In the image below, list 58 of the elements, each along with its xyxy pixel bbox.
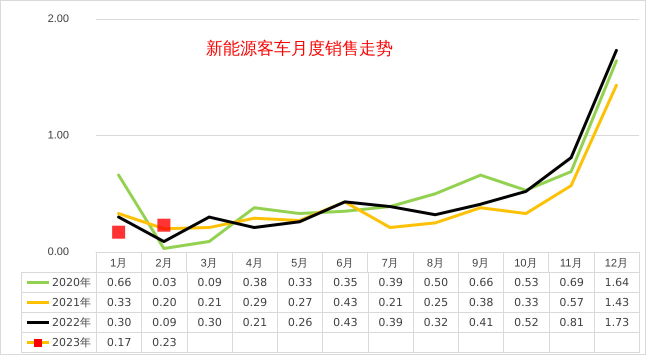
x-tick-label: 5月	[291, 258, 308, 270]
y-tick-label: 2.00	[48, 13, 69, 25]
legend-label: 2022年	[22, 312, 96, 332]
x-tick-label: 6月	[336, 258, 354, 270]
data-label: 0.20	[142, 292, 187, 312]
x-tick-label: 3月	[200, 258, 218, 270]
data-label: 0.27	[278, 292, 323, 312]
data-label: 0.41	[458, 312, 504, 332]
x-tick-label: 4月	[246, 258, 263, 270]
y-tick-label: 0.00	[48, 246, 69, 258]
legend-label: 2023年	[22, 332, 96, 352]
data-label: 0.53	[504, 272, 549, 292]
data-label: 0.26	[278, 312, 323, 332]
data-label: 0.21	[232, 312, 278, 332]
x-tick-label: 7月	[382, 258, 399, 270]
data-label: 0.33	[504, 292, 549, 312]
data-label: 0.39	[368, 312, 414, 332]
x-tick-label: 8月	[426, 258, 444, 270]
data-label: 0.35	[322, 272, 368, 292]
data-label: 1.64	[594, 272, 640, 292]
data-label: 0.30	[96, 312, 142, 332]
data-label: 0.66	[96, 272, 142, 292]
data-label: 0.33	[278, 272, 323, 292]
y-tick-label: 1.00	[48, 130, 69, 142]
data-label: 0.25	[413, 292, 458, 312]
data-label: 0.33	[96, 292, 142, 312]
data-label: 0.69	[549, 272, 594, 292]
legend-label: 2020年	[22, 272, 96, 292]
x-tick-label: 10月	[514, 258, 538, 270]
x-tick-label: 11月	[560, 258, 582, 270]
data-label: 0.17	[96, 332, 142, 352]
data-label: 0.30	[187, 312, 232, 332]
data-label: 0.38	[458, 292, 504, 312]
data-label: 0.38	[232, 272, 278, 292]
data-label: 0.03	[142, 272, 187, 292]
x-tick-label: 12月	[604, 258, 628, 270]
x-tick-label: 1月	[110, 258, 128, 270]
data-label: 0.32	[413, 312, 458, 332]
data-label: 0.39	[368, 272, 414, 292]
data-label: 0.43	[322, 312, 368, 332]
data-label: 0.52	[504, 312, 549, 332]
data-label: 1.73	[594, 312, 640, 332]
data-label: 0.50	[413, 272, 458, 292]
data-label: 0.23	[142, 332, 187, 352]
data-label: 0.09	[187, 272, 232, 292]
data-label: 0.43	[322, 292, 368, 312]
data-label: 0.29	[232, 292, 278, 312]
data-label: 0.21	[187, 292, 232, 312]
x-tick-label: 2月	[155, 258, 172, 270]
data-label: 0.21	[368, 292, 414, 312]
legend-label: 2021年	[22, 292, 96, 312]
data-label: 1.43	[594, 292, 640, 312]
data-label: 0.66	[458, 272, 504, 292]
data-label: 0.09	[142, 312, 187, 332]
data-label: 0.81	[549, 312, 594, 332]
x-tick-label: 9月	[472, 258, 490, 270]
text: 新能源客车月度销售走势	[206, 39, 393, 58]
data-label: 0.57	[549, 292, 594, 312]
